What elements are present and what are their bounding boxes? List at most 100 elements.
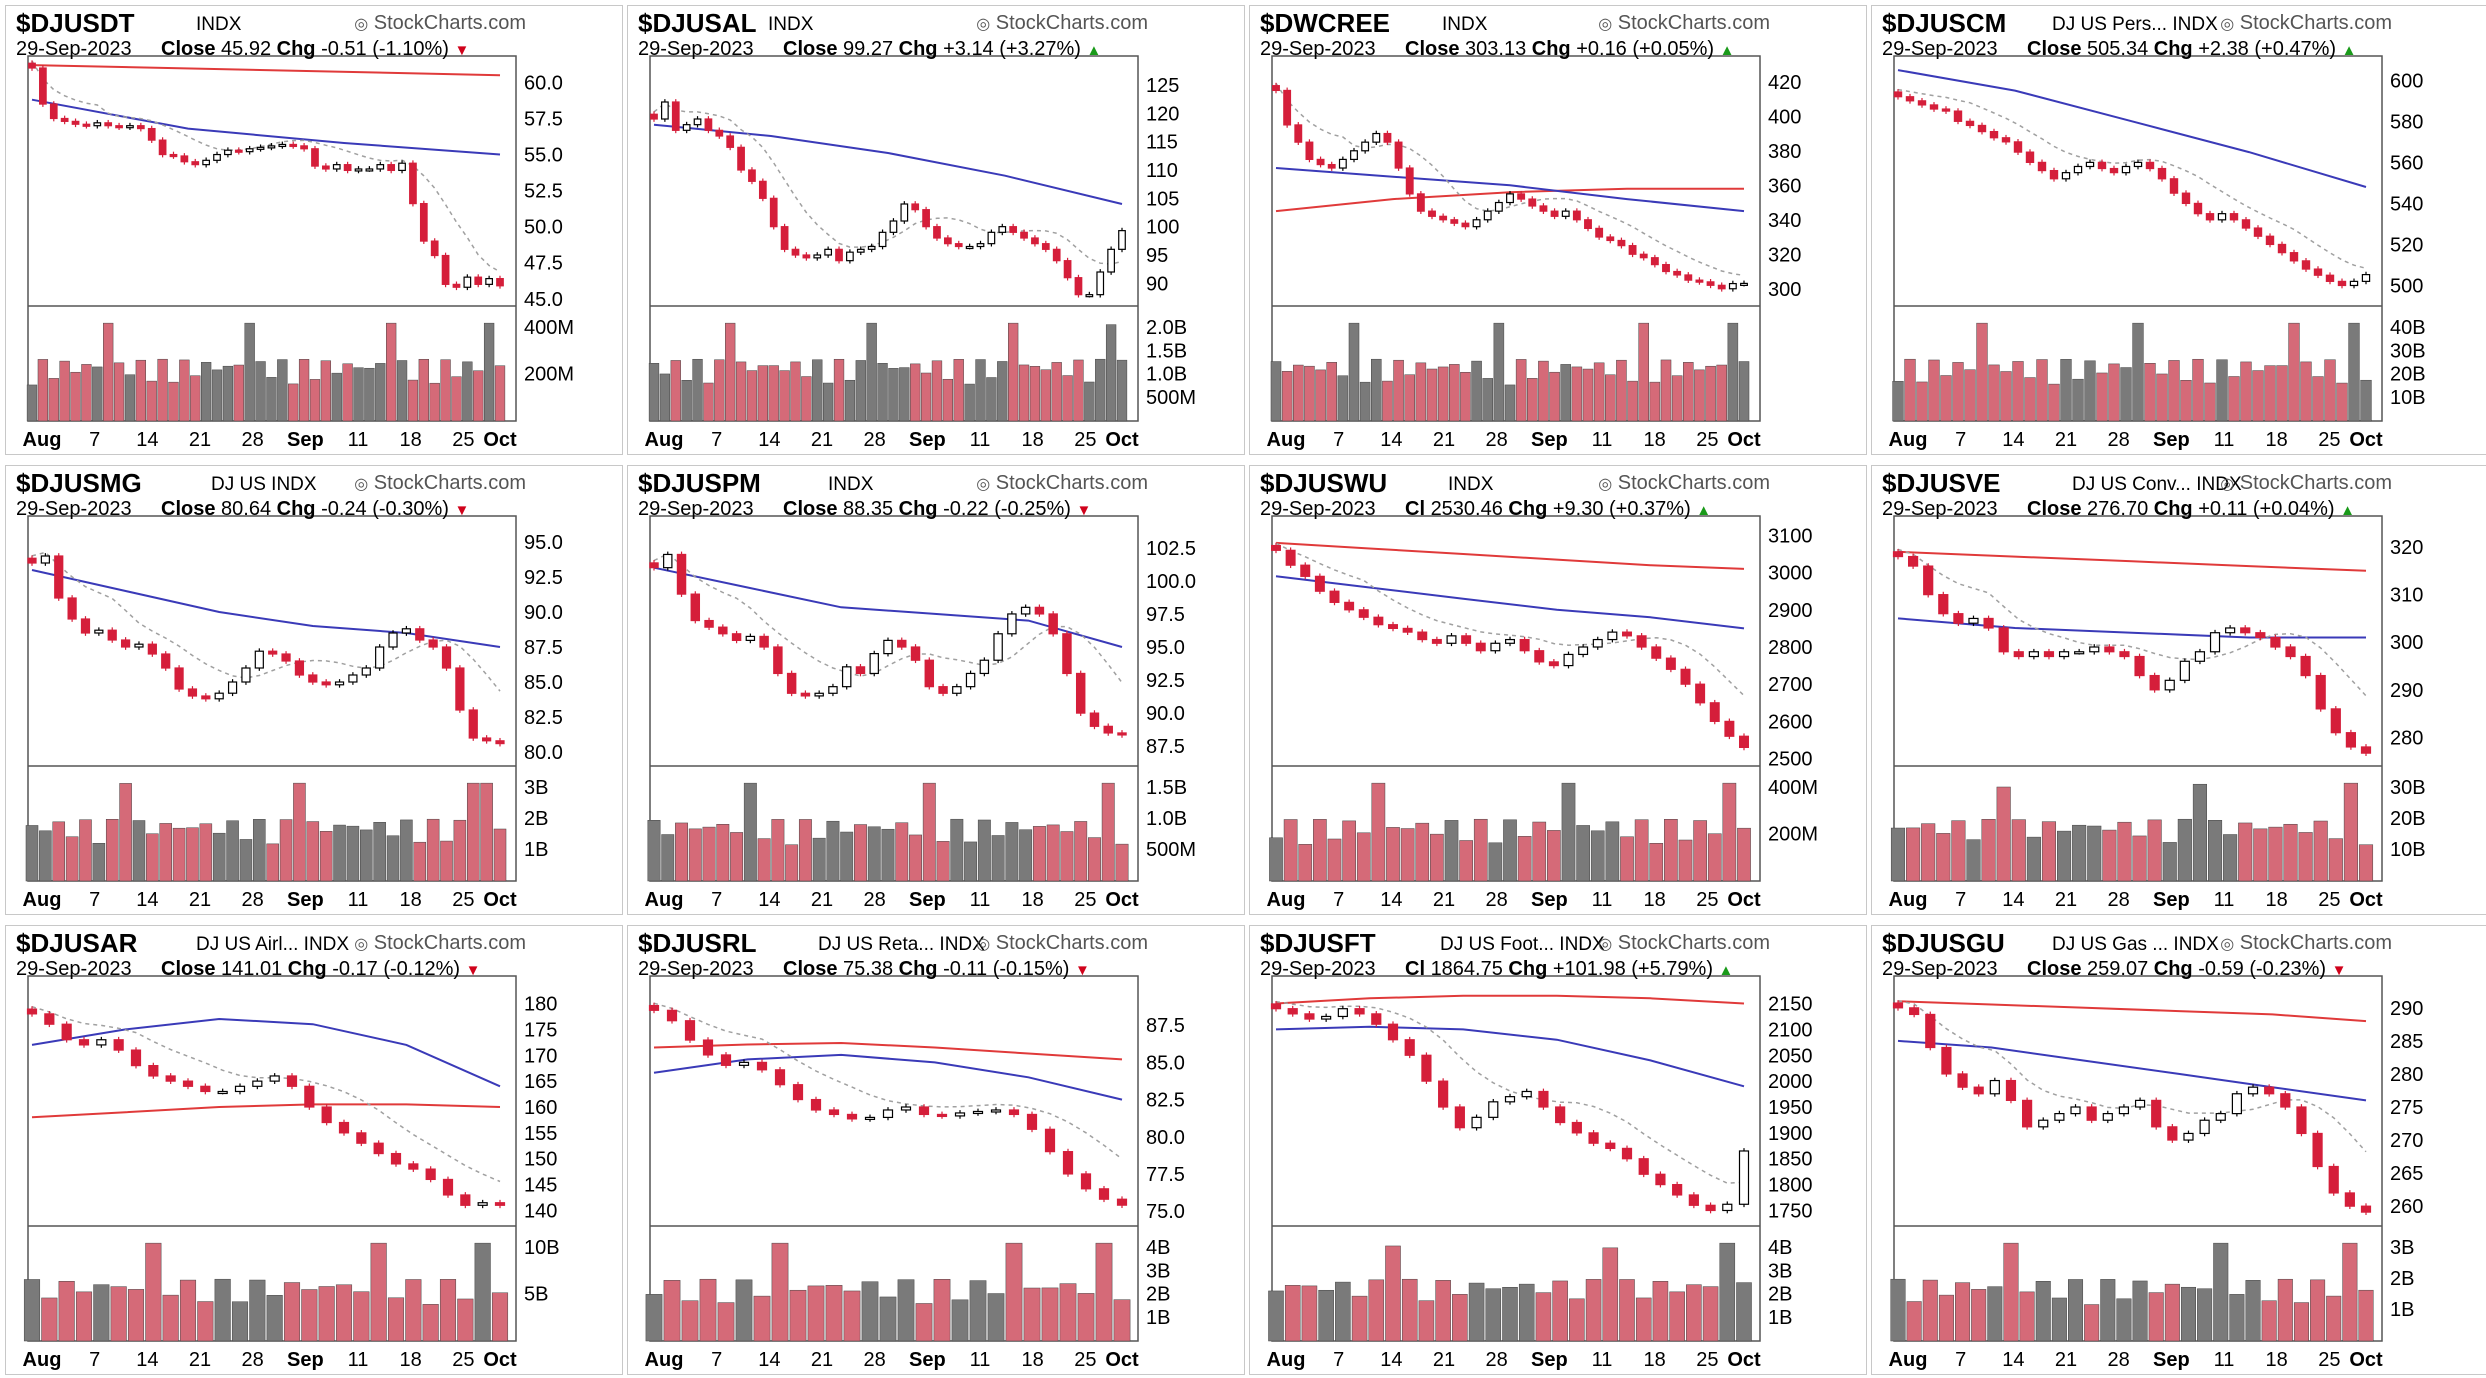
- volume-bar: [1552, 1280, 1568, 1342]
- source-text: StockCharts.com: [373, 12, 526, 34]
- candle-body: [361, 667, 371, 676]
- x-tick-label: Aug: [1267, 1349, 1306, 1371]
- volume-bar: [1095, 358, 1106, 422]
- candle-body: [2240, 627, 2251, 634]
- candle-body: [1595, 227, 1604, 238]
- candle-body: [115, 125, 123, 129]
- plot-frame: [1893, 515, 2383, 882]
- symbol-label: $DJUSAR: [16, 928, 138, 958]
- volume-bar: [1404, 374, 1415, 422]
- volume-bar: [2229, 1294, 2245, 1342]
- volume-tick-label: 2.0B: [1146, 317, 1187, 339]
- candle-body: [1358, 609, 1369, 618]
- candle-body: [2194, 651, 2206, 662]
- price-tick-label: 60.0: [524, 72, 563, 94]
- candle-body: [71, 120, 80, 125]
- volume-bar: [1971, 1289, 1987, 1342]
- candle-body: [1941, 108, 1951, 112]
- chart-panel-djusal[interactable]: 125 120 115 110 105 100 95 90 2.0B 1.5B 1.0B 500M Au…: [627, 5, 1245, 455]
- chart-panel-djusve[interactable]: 320 310 300 290 280 30B 20B 10B Aug 7 14 21 28 Sep 11 1…: [1871, 465, 2486, 915]
- x-tick-label: 7: [89, 429, 100, 451]
- chart-panel-djuspm[interactable]: 102.5 100.0 97.5 95.0 92.5 90.0 87.5 1.5B 1.0B 50…: [627, 465, 1245, 915]
- price-tick-label: 320: [1768, 244, 1801, 266]
- source-label: ◎ StockCharts.com: [354, 472, 526, 495]
- date-label: 29-Sep-2023: [638, 38, 754, 60]
- volume-bar: [1638, 322, 1649, 422]
- candle-body: [883, 639, 893, 655]
- description-label: DJ US Conv... INDX: [2072, 474, 2242, 495]
- chart-panel-djusgu[interactable]: 290 285 280 275 270 265 260 3B 2B 1B Aug 7 14 21 28 Sep…: [1871, 925, 2486, 1375]
- candle-body: [338, 1121, 350, 1134]
- volume-bar: [2213, 1242, 2229, 1342]
- volume-bar: [396, 360, 408, 422]
- date-label: 29-Sep-2023: [1260, 38, 1376, 60]
- sma-gray-line: [31, 551, 501, 692]
- quote-line: Close 259.07 Chg -0.59 (-0.23%) ▼: [2027, 958, 2346, 981]
- volume-bar: [1426, 368, 1438, 422]
- candle-body: [161, 653, 171, 669]
- sma-blue-line: [1275, 167, 1745, 213]
- volume-tick-label: 30B: [2390, 340, 2426, 362]
- chart-panel-dwcree[interactable]: 420 400 380 360 340 320 300 Aug 7 14 21 28 Sep 11 18 25…: [1249, 5, 1867, 455]
- source-text: StockCharts.com: [1617, 932, 1770, 954]
- volume-bar: [1569, 1298, 1585, 1342]
- volume-bar: [1620, 836, 1634, 882]
- volume-bar: [1916, 381, 1928, 422]
- volume-bar: [1019, 829, 1033, 882]
- x-tick-label: 14: [2002, 889, 2024, 911]
- close-label: Close: [783, 958, 844, 980]
- volume-tick-label: 1.5B: [1146, 777, 1187, 799]
- chart-panel-djuscm[interactable]: 600 580 560 540 520 500 40B 30B 20B 10B Aug 7 14 21 28…: [1871, 5, 2486, 455]
- volume-tick-label: 2B: [1146, 1284, 1170, 1306]
- x-tick-label: 11: [2214, 1349, 2235, 1371]
- volume-bar: [293, 782, 306, 882]
- candle-body: [334, 681, 345, 686]
- volume-bar: [1952, 362, 1964, 422]
- volume-bar: [172, 827, 186, 882]
- volume-bar: [2245, 1280, 2261, 1342]
- price-tick-label: 2800: [1768, 637, 1813, 659]
- candle-body: [1103, 725, 1113, 734]
- date-label: 29-Sep-2023: [638, 498, 754, 520]
- volume-tick-label: 20B: [2390, 364, 2426, 386]
- volume-bar: [418, 358, 429, 422]
- price-tick-label: 50.0: [524, 217, 563, 239]
- x-tick-label: 7: [1955, 889, 1966, 911]
- candle-body: [1929, 104, 1939, 110]
- x-tick-label: 11: [1592, 429, 1613, 451]
- volume-bar: [1077, 1293, 1095, 1342]
- price-tick-label: 2500: [1768, 749, 1813, 771]
- candle-body: [1588, 1132, 1599, 1144]
- volume-bar: [2313, 820, 2328, 882]
- volume-bar: [1270, 361, 1282, 422]
- volume-bar: [942, 378, 954, 422]
- chart-panel-djusrl[interactable]: 87.5 85.0 82.5 80.0 77.5 75.0 4B 3B 2B 1B Aug 7 14 21…: [627, 925, 1245, 1375]
- chg-value: -0.51 (-1.10%): [321, 38, 455, 60]
- volume-bar: [1105, 324, 1117, 422]
- chart-panel-djusar[interactable]: 180 175 170 165 160 155 150 145 140 10B 5B Aug 7 14 21…: [5, 925, 623, 1375]
- candle-body: [1472, 219, 1481, 228]
- chart-panel-djuswu[interactable]: 3100 3000 2900 2800 2700 2600 2500 400M 200M Aug 7…: [1249, 465, 1867, 915]
- candle-body: [841, 666, 852, 688]
- x-tick-label: Oct: [483, 429, 517, 451]
- candle-body: [120, 639, 131, 648]
- chart-panel-djusft[interactable]: 2150 2100 2050 2000 1950 1900 1850 1800 1750 4B 3B…: [1249, 925, 1867, 1375]
- price-tick-label: 580: [2390, 111, 2423, 133]
- candle-body: [882, 1109, 894, 1119]
- candle-body: [1098, 1188, 1110, 1200]
- candle-body: [2229, 213, 2239, 221]
- chg-value: -0.24 (-0.30%): [321, 498, 455, 520]
- candle-body: [415, 628, 425, 641]
- chart-panel-djusmg[interactable]: 95.0 92.5 90.0 87.5 85.0 82.5 80.0 3B 2B 1B Aug 7 14…: [5, 465, 623, 915]
- volume-tick-label: 2B: [524, 808, 548, 830]
- candle-body: [972, 1110, 984, 1115]
- chart-panel-djusdt[interactable]: 60.0 57.5 55.0 52.5 50.0 47.5 45.0 400M 200M Aug 7…: [5, 5, 623, 455]
- volume-bar: [1485, 1288, 1502, 1342]
- volume-bar: [26, 384, 38, 422]
- price-tick-label: 45.0: [524, 289, 563, 311]
- volume-bar: [2264, 365, 2276, 422]
- volume-bar: [1113, 1299, 1131, 1342]
- volume-bar: [222, 365, 234, 422]
- candle-body: [1431, 638, 1442, 644]
- candle-body: [1417, 631, 1428, 641]
